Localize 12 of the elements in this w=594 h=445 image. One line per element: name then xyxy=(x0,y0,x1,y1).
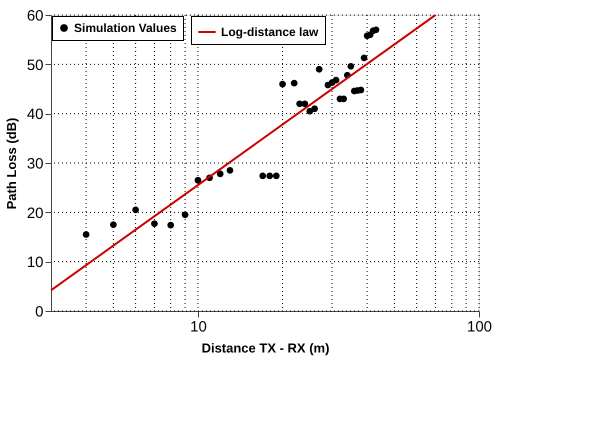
y-tick-label: 20 xyxy=(26,204,44,222)
legend-label: Simulation Values xyxy=(74,21,178,35)
y-tick-label: 60 xyxy=(26,8,44,24)
y-tick-label: 50 xyxy=(26,56,44,74)
x-tick-label: 100 xyxy=(466,318,492,336)
x-axis-title: Distance TX - RX (m) xyxy=(202,340,330,356)
y-tick-label: 10 xyxy=(26,254,44,272)
y-axis-title: Path Loss (dB) xyxy=(4,118,19,210)
legend-label: Log-distance law xyxy=(221,25,320,39)
y-tick-label: 0 xyxy=(35,304,44,320)
y-tick-label: 30 xyxy=(26,156,44,172)
y-tick-label: 40 xyxy=(26,106,44,124)
